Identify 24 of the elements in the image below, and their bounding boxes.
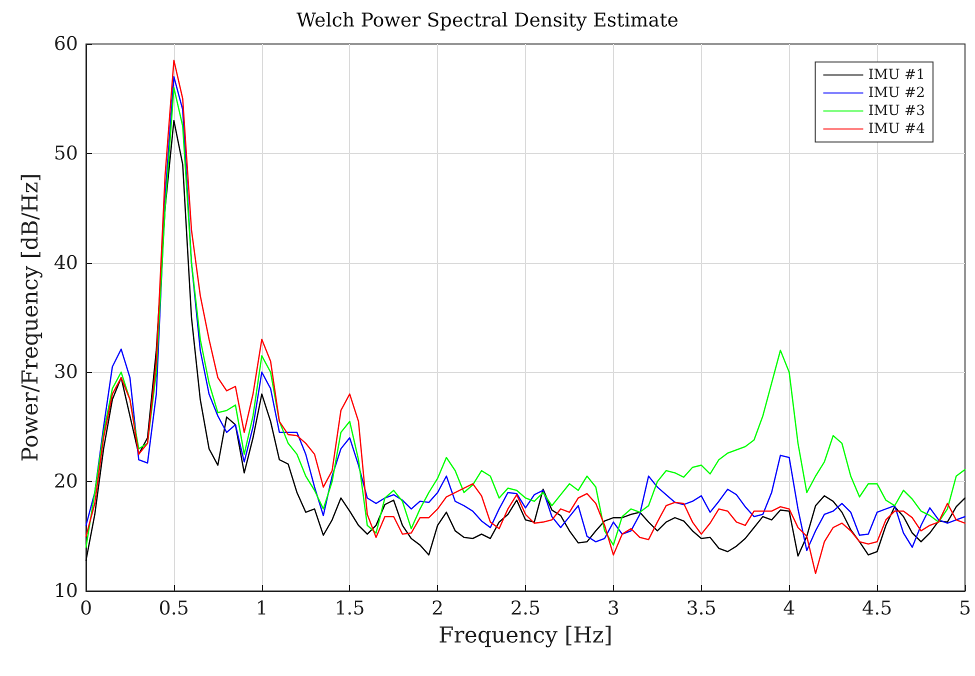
legend-label: IMU #3 xyxy=(868,103,926,119)
legend-label: IMU #2 xyxy=(868,85,926,101)
x-tick-label: 3 xyxy=(607,598,620,620)
legend-label: IMU #4 xyxy=(868,121,926,137)
x-tick-label: 4 xyxy=(783,598,796,620)
y-tick-label: 20 xyxy=(54,470,78,493)
chart-title: Welch Power Spectral Density Estimate xyxy=(296,10,679,32)
x-tick-label: 3.5 xyxy=(686,598,716,620)
x-tick-label: 0.5 xyxy=(158,598,190,620)
x-tick-label: 1 xyxy=(256,598,268,620)
x-tick-label: 1.5 xyxy=(334,598,365,620)
y-tick-label: 30 xyxy=(54,361,78,384)
x-tick-label: 5 xyxy=(958,598,972,620)
y-axis-title: Power/Frequency [dB/Hz] xyxy=(18,173,44,462)
y-tick-label: 50 xyxy=(54,142,78,164)
legend-label: IMU #1 xyxy=(868,67,926,83)
x-tick-label: 2 xyxy=(432,598,444,620)
y-tick-label: 60 xyxy=(54,33,78,55)
y-tick-label: 40 xyxy=(54,252,78,274)
x-axis-title: Frequency [Hz] xyxy=(438,624,612,648)
x-tick-label: 4.5 xyxy=(862,598,892,620)
x-tick-label: 2.5 xyxy=(510,598,541,620)
x-tick-label: 0 xyxy=(80,598,92,620)
y-tick-label: 10 xyxy=(54,580,78,602)
